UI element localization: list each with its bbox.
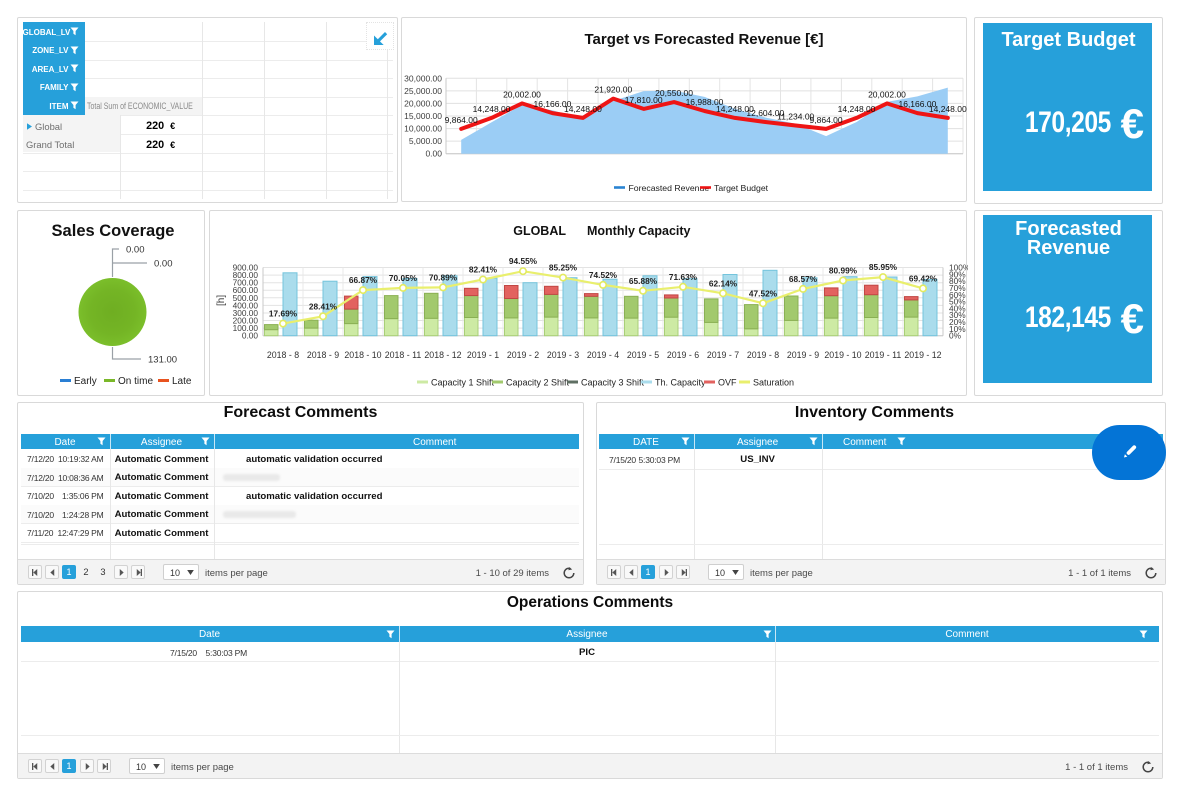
svg-text:800.00: 800.00	[233, 270, 259, 280]
svg-text:21,920.00: 21,920.00	[594, 85, 632, 95]
svg-text:2018 - 9: 2018 - 9	[307, 350, 339, 360]
svg-text:Target Budget: Target Budget	[714, 183, 769, 193]
svg-text:60%: 60%	[949, 290, 966, 300]
svg-text:94.55%: 94.55%	[509, 256, 538, 266]
svg-text:20,002.00: 20,002.00	[503, 89, 541, 99]
svg-text:17.69%: 17.69%	[269, 309, 298, 319]
svg-text:Th. Capacity: Th. Capacity	[655, 378, 706, 388]
svg-text:28.41%: 28.41%	[309, 301, 338, 311]
svg-text:2019 - 12: 2019 - 12	[904, 350, 941, 360]
svg-text:0%: 0%	[949, 331, 962, 341]
svg-text:2019 - 5: 2019 - 5	[627, 350, 659, 360]
svg-text:2018 - 12: 2018 - 12	[424, 350, 461, 360]
svg-text:10,000.00: 10,000.00	[404, 124, 442, 134]
svg-text:300.00: 300.00	[233, 308, 259, 318]
svg-text:Early: Early	[74, 376, 97, 387]
svg-text:9,864.00: 9,864.00	[810, 115, 843, 125]
svg-text:Monthly Capacity: Monthly Capacity	[587, 224, 691, 238]
svg-text:80%: 80%	[949, 276, 966, 286]
svg-text:Capacity 3 Shift: Capacity 3 Shift	[581, 378, 645, 388]
svg-text:74.52%: 74.52%	[589, 270, 618, 280]
svg-text:12,604.00: 12,604.00	[746, 108, 784, 118]
svg-text:9,864.00: 9,864.00	[445, 115, 478, 125]
svg-text:68.57%: 68.57%	[789, 274, 818, 284]
svg-text:2019 - 2: 2019 - 2	[507, 350, 539, 360]
svg-text:30,000.00: 30,000.00	[404, 73, 442, 83]
svg-text:40%: 40%	[949, 303, 966, 313]
svg-text:25,000.00: 25,000.00	[404, 86, 442, 96]
svg-text:0.00: 0.00	[126, 245, 145, 256]
svg-text:900.00: 900.00	[233, 263, 259, 273]
svg-text:20,000.00: 20,000.00	[404, 98, 442, 108]
svg-text:90%: 90%	[949, 269, 966, 279]
svg-text:Sales Coverage: Sales Coverage	[52, 222, 175, 240]
svg-text:[h]: [h]	[216, 295, 227, 306]
svg-text:400.00: 400.00	[233, 300, 259, 310]
svg-text:600.00: 600.00	[233, 285, 259, 295]
svg-text:16,166.00: 16,166.00	[898, 99, 936, 109]
svg-text:Late: Late	[172, 376, 192, 387]
svg-text:47.52%: 47.52%	[749, 288, 778, 298]
svg-text:Saturation: Saturation	[753, 378, 794, 388]
svg-text:50%: 50%	[949, 297, 966, 307]
svg-text:16,166.00: 16,166.00	[533, 99, 571, 109]
svg-text:65.88%: 65.88%	[629, 276, 658, 286]
svg-text:0.00: 0.00	[242, 331, 259, 341]
svg-text:0.00: 0.00	[154, 259, 173, 270]
svg-text:14,248.00: 14,248.00	[716, 104, 754, 114]
svg-text:11,234.00: 11,234.00	[777, 112, 814, 122]
svg-text:14,248.00: 14,248.00	[564, 104, 602, 114]
svg-text:30%: 30%	[949, 310, 966, 320]
svg-text:2018 - 8: 2018 - 8	[267, 350, 299, 360]
svg-text:80.99%: 80.99%	[829, 266, 858, 276]
svg-text:2019 - 8: 2019 - 8	[747, 350, 779, 360]
svg-text:Capacity 2 Shift: Capacity 2 Shift	[506, 378, 570, 388]
svg-text:100%: 100%	[949, 263, 968, 273]
svg-text:14,248.00: 14,248.00	[473, 104, 511, 114]
svg-text:500.00: 500.00	[233, 293, 259, 303]
svg-text:2018 - 10: 2018 - 10	[344, 350, 381, 360]
svg-text:85.95%: 85.95%	[869, 262, 898, 272]
svg-text:69.42%: 69.42%	[909, 273, 938, 283]
svg-text:62.14%: 62.14%	[709, 278, 738, 288]
svg-text:20%: 20%	[949, 317, 966, 327]
svg-text:Capacity 1 Shift: Capacity 1 Shift	[431, 378, 495, 388]
svg-text:20,550.00: 20,550.00	[655, 88, 693, 98]
svg-text:5,000.00: 5,000.00	[409, 136, 442, 146]
svg-text:Target vs Forecasted Revenue [: Target vs Forecasted Revenue [€]	[585, 31, 824, 48]
svg-text:131.00: 131.00	[148, 355, 177, 366]
svg-text:OVF: OVF	[718, 378, 737, 388]
svg-text:82.41%: 82.41%	[469, 265, 498, 275]
svg-text:2018 - 11: 2018 - 11	[385, 350, 422, 360]
svg-text:15,000.00: 15,000.00	[404, 111, 442, 121]
svg-text:On time: On time	[118, 376, 153, 387]
svg-text:16,988.00: 16,988.00	[686, 97, 724, 107]
svg-text:70%: 70%	[949, 283, 966, 293]
svg-text:2019 - 1: 2019 - 1	[467, 350, 499, 360]
svg-text:20,002.00: 20,002.00	[868, 89, 906, 99]
svg-text:Forecasted Revenue: Forecasted Revenue	[629, 183, 710, 193]
svg-text:2019 - 9: 2019 - 9	[787, 350, 819, 360]
svg-text:85.25%: 85.25%	[549, 263, 578, 273]
svg-text:2019 - 3: 2019 - 3	[547, 350, 579, 360]
svg-text:GLOBAL: GLOBAL	[513, 224, 566, 238]
svg-text:2019 - 6: 2019 - 6	[667, 350, 699, 360]
svg-text:2019 - 10: 2019 - 10	[824, 350, 861, 360]
svg-text:700.00: 700.00	[233, 278, 259, 288]
svg-text:10%: 10%	[949, 324, 966, 334]
svg-text:17,810.00: 17,810.00	[625, 95, 663, 105]
svg-text:70.89%: 70.89%	[429, 272, 458, 282]
svg-text:70.05%: 70.05%	[389, 273, 418, 283]
svg-text:0.00: 0.00	[425, 149, 442, 159]
svg-text:100.00: 100.00	[233, 323, 259, 333]
svg-text:14,248.00: 14,248.00	[929, 104, 967, 114]
svg-text:14,248.00: 14,248.00	[838, 104, 876, 114]
svg-text:2019 - 11: 2019 - 11	[865, 350, 902, 360]
svg-text:2019 - 7: 2019 - 7	[707, 350, 739, 360]
svg-text:71.63%: 71.63%	[669, 272, 698, 282]
svg-text:66.87%: 66.87%	[349, 275, 378, 285]
svg-text:2019 - 4: 2019 - 4	[587, 350, 619, 360]
svg-text:200.00: 200.00	[233, 316, 259, 326]
